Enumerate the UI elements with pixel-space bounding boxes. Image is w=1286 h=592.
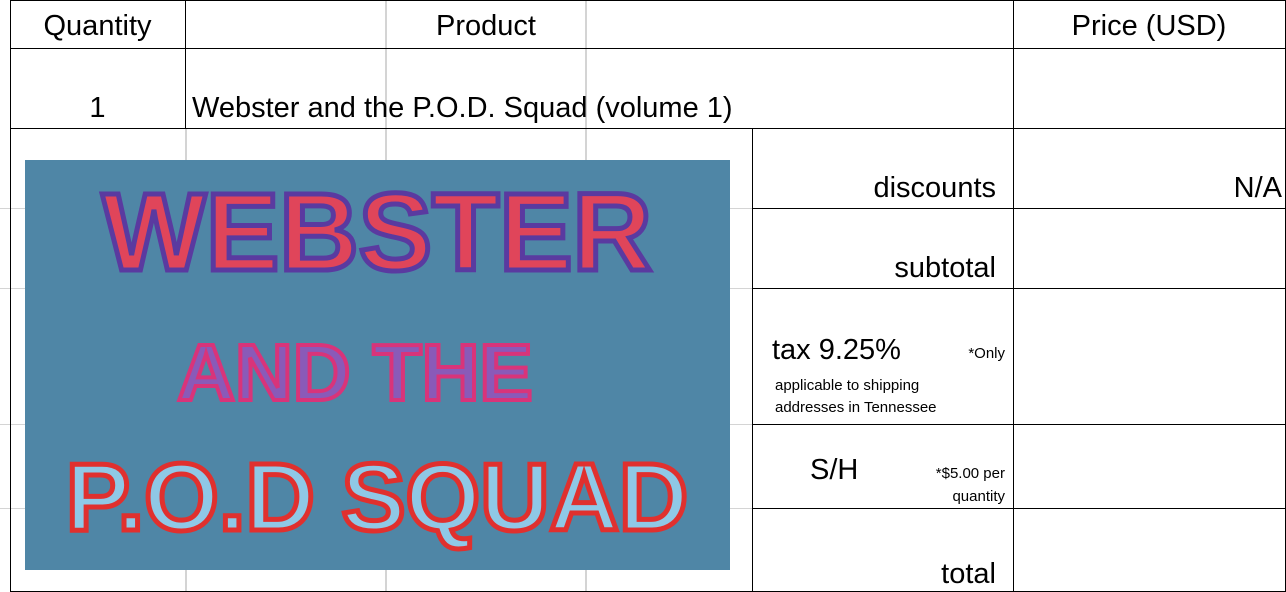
border (10, 48, 1286, 49)
image-text: WEBSTER (102, 171, 652, 294)
spreadsheet: Quantity Product Price (USD) 1 Webster a… (0, 0, 1286, 592)
border (185, 0, 186, 128)
border (1013, 0, 1014, 592)
header-cell: Quantity (10, 12, 185, 41)
summary-label: total (941, 560, 996, 589)
border (10, 128, 1286, 129)
header-cell: Price (USD) (1013, 12, 1285, 41)
summary-note: applicable to shipping (775, 378, 919, 393)
border (752, 508, 1286, 509)
summary-note: *$5.00 per (936, 466, 1005, 481)
border (10, 0, 11, 592)
summary-label: S/H (810, 456, 858, 485)
border (752, 208, 1286, 209)
border (752, 128, 753, 592)
image-text: P.O.D SQUAD (66, 444, 688, 551)
summary-label: subtotal (894, 254, 996, 283)
border (752, 424, 1286, 425)
quantity-cell: 1 (10, 94, 185, 123)
product-cell: Webster and the P.O.D. Squad (volume 1) (192, 94, 733, 123)
summary-value: N/A (1234, 174, 1282, 203)
summary-note: addresses in Tennessee (775, 400, 937, 415)
product-image: WEBSTER AND THE P.O.D SQUAD (25, 160, 730, 570)
summary-note: quantity (952, 489, 1005, 504)
border (752, 288, 1286, 289)
border (10, 0, 1286, 1)
summary-note: *Only (968, 346, 1005, 361)
summary-label: discounts (873, 174, 996, 203)
header-cell: Product (385, 12, 587, 41)
summary-label: tax 9.25% (772, 336, 901, 365)
image-text: AND THE (177, 328, 533, 417)
